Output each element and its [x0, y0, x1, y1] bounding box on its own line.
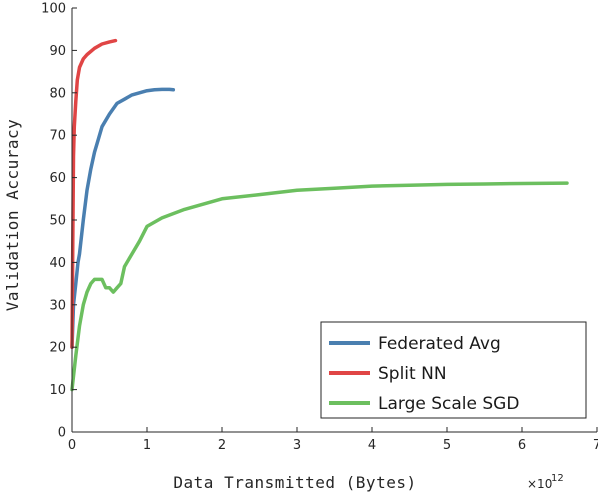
y-tick-label: 80 [49, 86, 66, 101]
x-tick-label: 7 [593, 438, 598, 453]
y-tick-label: 20 [49, 341, 66, 356]
y-tick-label: 0 [58, 426, 66, 441]
series-line-2 [70, 181, 569, 392]
x-exponent-power: 12 [551, 473, 564, 484]
axes [71, 7, 598, 433]
y-tick-label: 90 [49, 44, 66, 59]
y-tick-label: 50 [49, 214, 66, 229]
series-line-1 [70, 38, 118, 349]
y-tick-label: 100 [41, 2, 66, 17]
x-tick-label: 0 [68, 438, 76, 453]
series-lines [70, 38, 569, 392]
y-axis-label: Validation Accuracy [3, 119, 22, 312]
y-tick-label: 70 [49, 129, 66, 144]
legend-label-0: Federated Avg [378, 334, 501, 354]
y-tick-label: 10 [49, 383, 66, 398]
y-tick-label: 40 [49, 256, 66, 271]
legend-label-1: Split NN [378, 364, 447, 384]
x-tick-label: 6 [518, 438, 526, 453]
y-tick-labels: 0 10 20 30 40 50 60 70 80 90 100 [41, 2, 66, 441]
y-tick-label: 30 [49, 298, 66, 313]
x-tick-label: 4 [368, 438, 376, 453]
x-tick-labels: 0 1 2 3 4 5 6 7 [68, 438, 598, 453]
legend-label-2: Large Scale SGD [378, 394, 519, 414]
x-tick-label: 2 [218, 438, 226, 453]
x-tick-label: 5 [443, 438, 451, 453]
legend: Federated Avg Split NN Large Scale SGD [320, 321, 587, 419]
x-tick-label: 3 [293, 438, 301, 453]
x-tick-label: 1 [143, 438, 151, 453]
x-axis-label: Data Transmitted (Bytes) [173, 473, 416, 492]
series-line-0 [70, 87, 176, 349]
y-tick-label: 60 [49, 171, 66, 186]
x-exponent-label: ×10 [527, 477, 552, 491]
